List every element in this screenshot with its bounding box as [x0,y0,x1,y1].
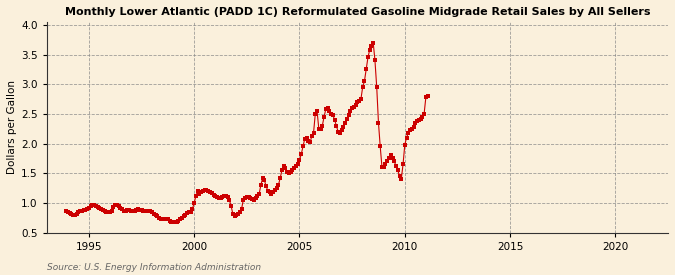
Text: Source: U.S. Energy Information Administration: Source: U.S. Energy Information Administ… [47,263,261,272]
Title: Monthly Lower Atlantic (PADD 1C) Reformulated Gasoline Midgrade Retail Sales by : Monthly Lower Atlantic (PADD 1C) Reformu… [65,7,650,17]
Y-axis label: Dollars per Gallon: Dollars per Gallon [7,80,17,174]
